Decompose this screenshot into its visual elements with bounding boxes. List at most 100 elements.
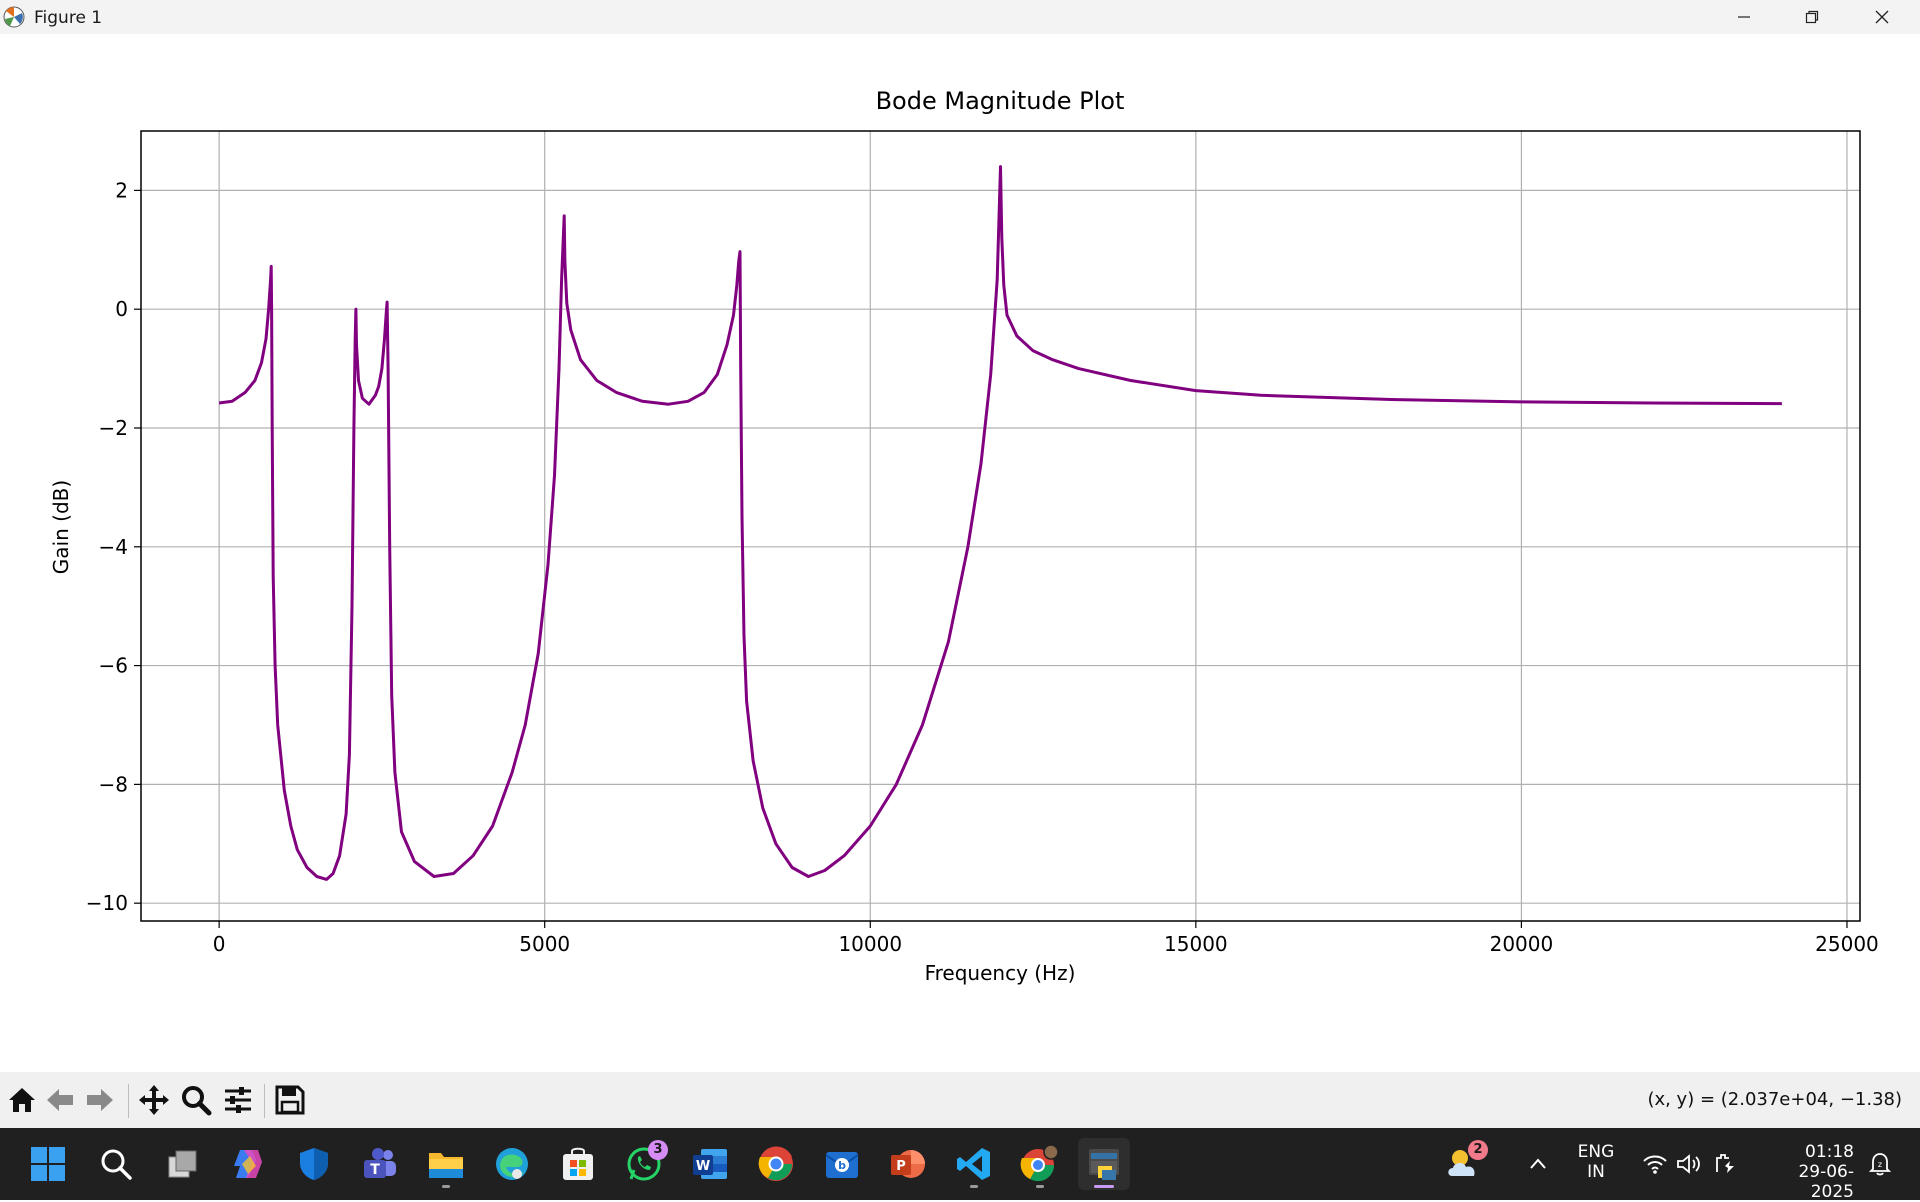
edge-button[interactable] bbox=[486, 1138, 538, 1190]
task-view-icon bbox=[168, 1150, 197, 1178]
svg-text:P: P bbox=[896, 1159, 906, 1174]
volume-button[interactable] bbox=[1672, 1138, 1706, 1190]
show-hidden-icons-button[interactable] bbox=[1512, 1138, 1564, 1190]
axes-frame bbox=[140, 130, 1861, 922]
x-axis-label: Frequency (Hz) bbox=[925, 961, 1076, 985]
chrome-profile-button[interactable] bbox=[1014, 1138, 1066, 1190]
chevron-up-icon bbox=[1530, 1158, 1546, 1169]
home-button[interactable] bbox=[4, 1082, 40, 1118]
figure-canvas[interactable]: 2 0 −2 −4 −6 −8 −10 0 5000 10000 15000 20000 25000 … bbox=[0, 34, 1920, 1072]
close-button[interactable] bbox=[1848, 0, 1916, 34]
task-view-button[interactable] bbox=[156, 1138, 208, 1190]
speaker-icon bbox=[1677, 1154, 1700, 1174]
svg-text:z: z bbox=[1878, 1160, 1882, 1169]
matplotlib-app-icon bbox=[3, 6, 25, 28]
whatsapp-badge: 3 bbox=[648, 1140, 668, 1160]
title-bar: Figure 1 bbox=[0, 0, 1920, 34]
figure-window: Figure 1 2 0 −2 −4 −6 −8 −10 0 5000 10000 15000 20… bbox=[0, 0, 1920, 1128]
zoom-button[interactable] bbox=[178, 1082, 214, 1118]
navigation-toolbar: (x, y) = (2.037e+04, −1.38) bbox=[0, 1072, 1920, 1128]
restore-button[interactable] bbox=[1778, 0, 1846, 34]
save-icon bbox=[275, 1085, 305, 1115]
back-icon bbox=[47, 1089, 73, 1111]
window-title: Figure 1 bbox=[34, 8, 103, 28]
powerpoint-button[interactable]: P bbox=[882, 1138, 934, 1190]
clock-date: 29-06-2025 bbox=[1798, 1162, 1854, 1202]
forward-icon bbox=[87, 1089, 113, 1111]
vscode-button[interactable] bbox=[948, 1138, 1000, 1190]
minimize-button[interactable] bbox=[1710, 0, 1778, 34]
defender-button[interactable] bbox=[288, 1138, 340, 1190]
mail-icon: b bbox=[825, 1152, 859, 1178]
taskbar: T 3 W b P 2 ENG I bbox=[0, 1128, 1920, 1202]
pan-button[interactable] bbox=[136, 1082, 172, 1118]
clock-button[interactable]: 01:18 29-06-2025 bbox=[1758, 1142, 1854, 1202]
wifi-button[interactable] bbox=[1638, 1138, 1672, 1190]
chrome-button[interactable] bbox=[750, 1138, 802, 1190]
toolbar-separator bbox=[128, 1084, 129, 1118]
store-icon bbox=[563, 1147, 593, 1180]
y-axis-label: Gain (dB) bbox=[49, 480, 73, 574]
word-icon: W bbox=[693, 1149, 727, 1179]
y-tick-label: 0 bbox=[115, 297, 128, 321]
toolbar-separator bbox=[264, 1084, 265, 1118]
home-icon bbox=[9, 1088, 35, 1112]
y-tick-label: −10 bbox=[86, 891, 128, 915]
active-indicator bbox=[1094, 1185, 1114, 1188]
input-language-button[interactable]: ENG IN bbox=[1575, 1142, 1617, 1182]
python-icon bbox=[1089, 1149, 1119, 1180]
whatsapp-button[interactable]: 3 bbox=[618, 1138, 670, 1190]
file-explorer-button[interactable] bbox=[420, 1138, 472, 1190]
y-tick-label: −2 bbox=[99, 416, 128, 440]
x-tick-label: 20000 bbox=[1490, 932, 1554, 956]
teams-icon: T bbox=[364, 1148, 396, 1178]
pan-icon bbox=[139, 1085, 169, 1115]
chrome-profile-icon bbox=[1020, 1144, 1059, 1182]
bode-chart[interactable]: 20−2−4−6−8−10 0 5000 10000 15000 20000 25000 … bbox=[0, 34, 1920, 1072]
x-tick-label: 10000 bbox=[838, 932, 902, 956]
x-tick-label: 25000 bbox=[1815, 932, 1879, 956]
configure-subplots-button[interactable] bbox=[220, 1082, 256, 1118]
y-tick-label: −4 bbox=[99, 535, 128, 559]
running-indicator bbox=[1036, 1185, 1044, 1188]
svg-text:b: b bbox=[838, 1159, 846, 1172]
svg-text:T: T bbox=[370, 1162, 380, 1178]
clock-time: 01:18 bbox=[1805, 1142, 1854, 1162]
x-ticks: 0 5000 10000 15000 20000 25000 bbox=[213, 921, 1879, 956]
copilot-button[interactable] bbox=[222, 1138, 274, 1190]
store-button[interactable] bbox=[552, 1138, 604, 1190]
word-button[interactable]: W bbox=[684, 1138, 736, 1190]
teams-button[interactable]: T bbox=[354, 1138, 406, 1190]
back-button[interactable] bbox=[42, 1082, 78, 1118]
weather-widget[interactable]: 2 bbox=[1438, 1138, 1490, 1190]
battery-charging-icon bbox=[1716, 1154, 1734, 1173]
minimize-icon bbox=[1738, 16, 1750, 18]
y-tick-label: −6 bbox=[99, 654, 128, 678]
gain-series-line bbox=[218, 165, 1782, 881]
weather-icon bbox=[1448, 1150, 1475, 1176]
notifications-button[interactable]: z bbox=[1862, 1138, 1898, 1190]
x-tick-label: 0 bbox=[213, 932, 226, 956]
x-tick-label: 5000 bbox=[519, 932, 570, 956]
wifi-icon bbox=[1643, 1155, 1667, 1174]
start-icon bbox=[31, 1147, 65, 1181]
chrome-icon bbox=[758, 1146, 793, 1181]
start-button[interactable] bbox=[22, 1138, 74, 1190]
running-indicator bbox=[970, 1185, 978, 1188]
x-tick-label: 15000 bbox=[1164, 932, 1228, 956]
battery-button[interactable] bbox=[1708, 1138, 1742, 1190]
save-button[interactable] bbox=[272, 1082, 308, 1118]
vscode-icon bbox=[957, 1148, 990, 1180]
forward-button[interactable] bbox=[82, 1082, 118, 1118]
y-ticks: 2 0 −2 −4 −6 −8 −10 bbox=[86, 178, 141, 915]
search-button[interactable] bbox=[90, 1138, 142, 1190]
python-figure-button[interactable] bbox=[1078, 1138, 1130, 1190]
edge-icon bbox=[496, 1148, 528, 1180]
language-code: ENG bbox=[1577, 1142, 1615, 1162]
file-explorer-icon bbox=[429, 1153, 463, 1178]
cursor-coordinates: (x, y) = (2.037e+04, −1.38) bbox=[1647, 1089, 1902, 1110]
mail-button[interactable]: b bbox=[816, 1138, 868, 1190]
region-code: IN bbox=[1587, 1162, 1605, 1182]
weather-badge: 2 bbox=[1468, 1140, 1488, 1160]
powerpoint-icon: P bbox=[891, 1150, 925, 1178]
